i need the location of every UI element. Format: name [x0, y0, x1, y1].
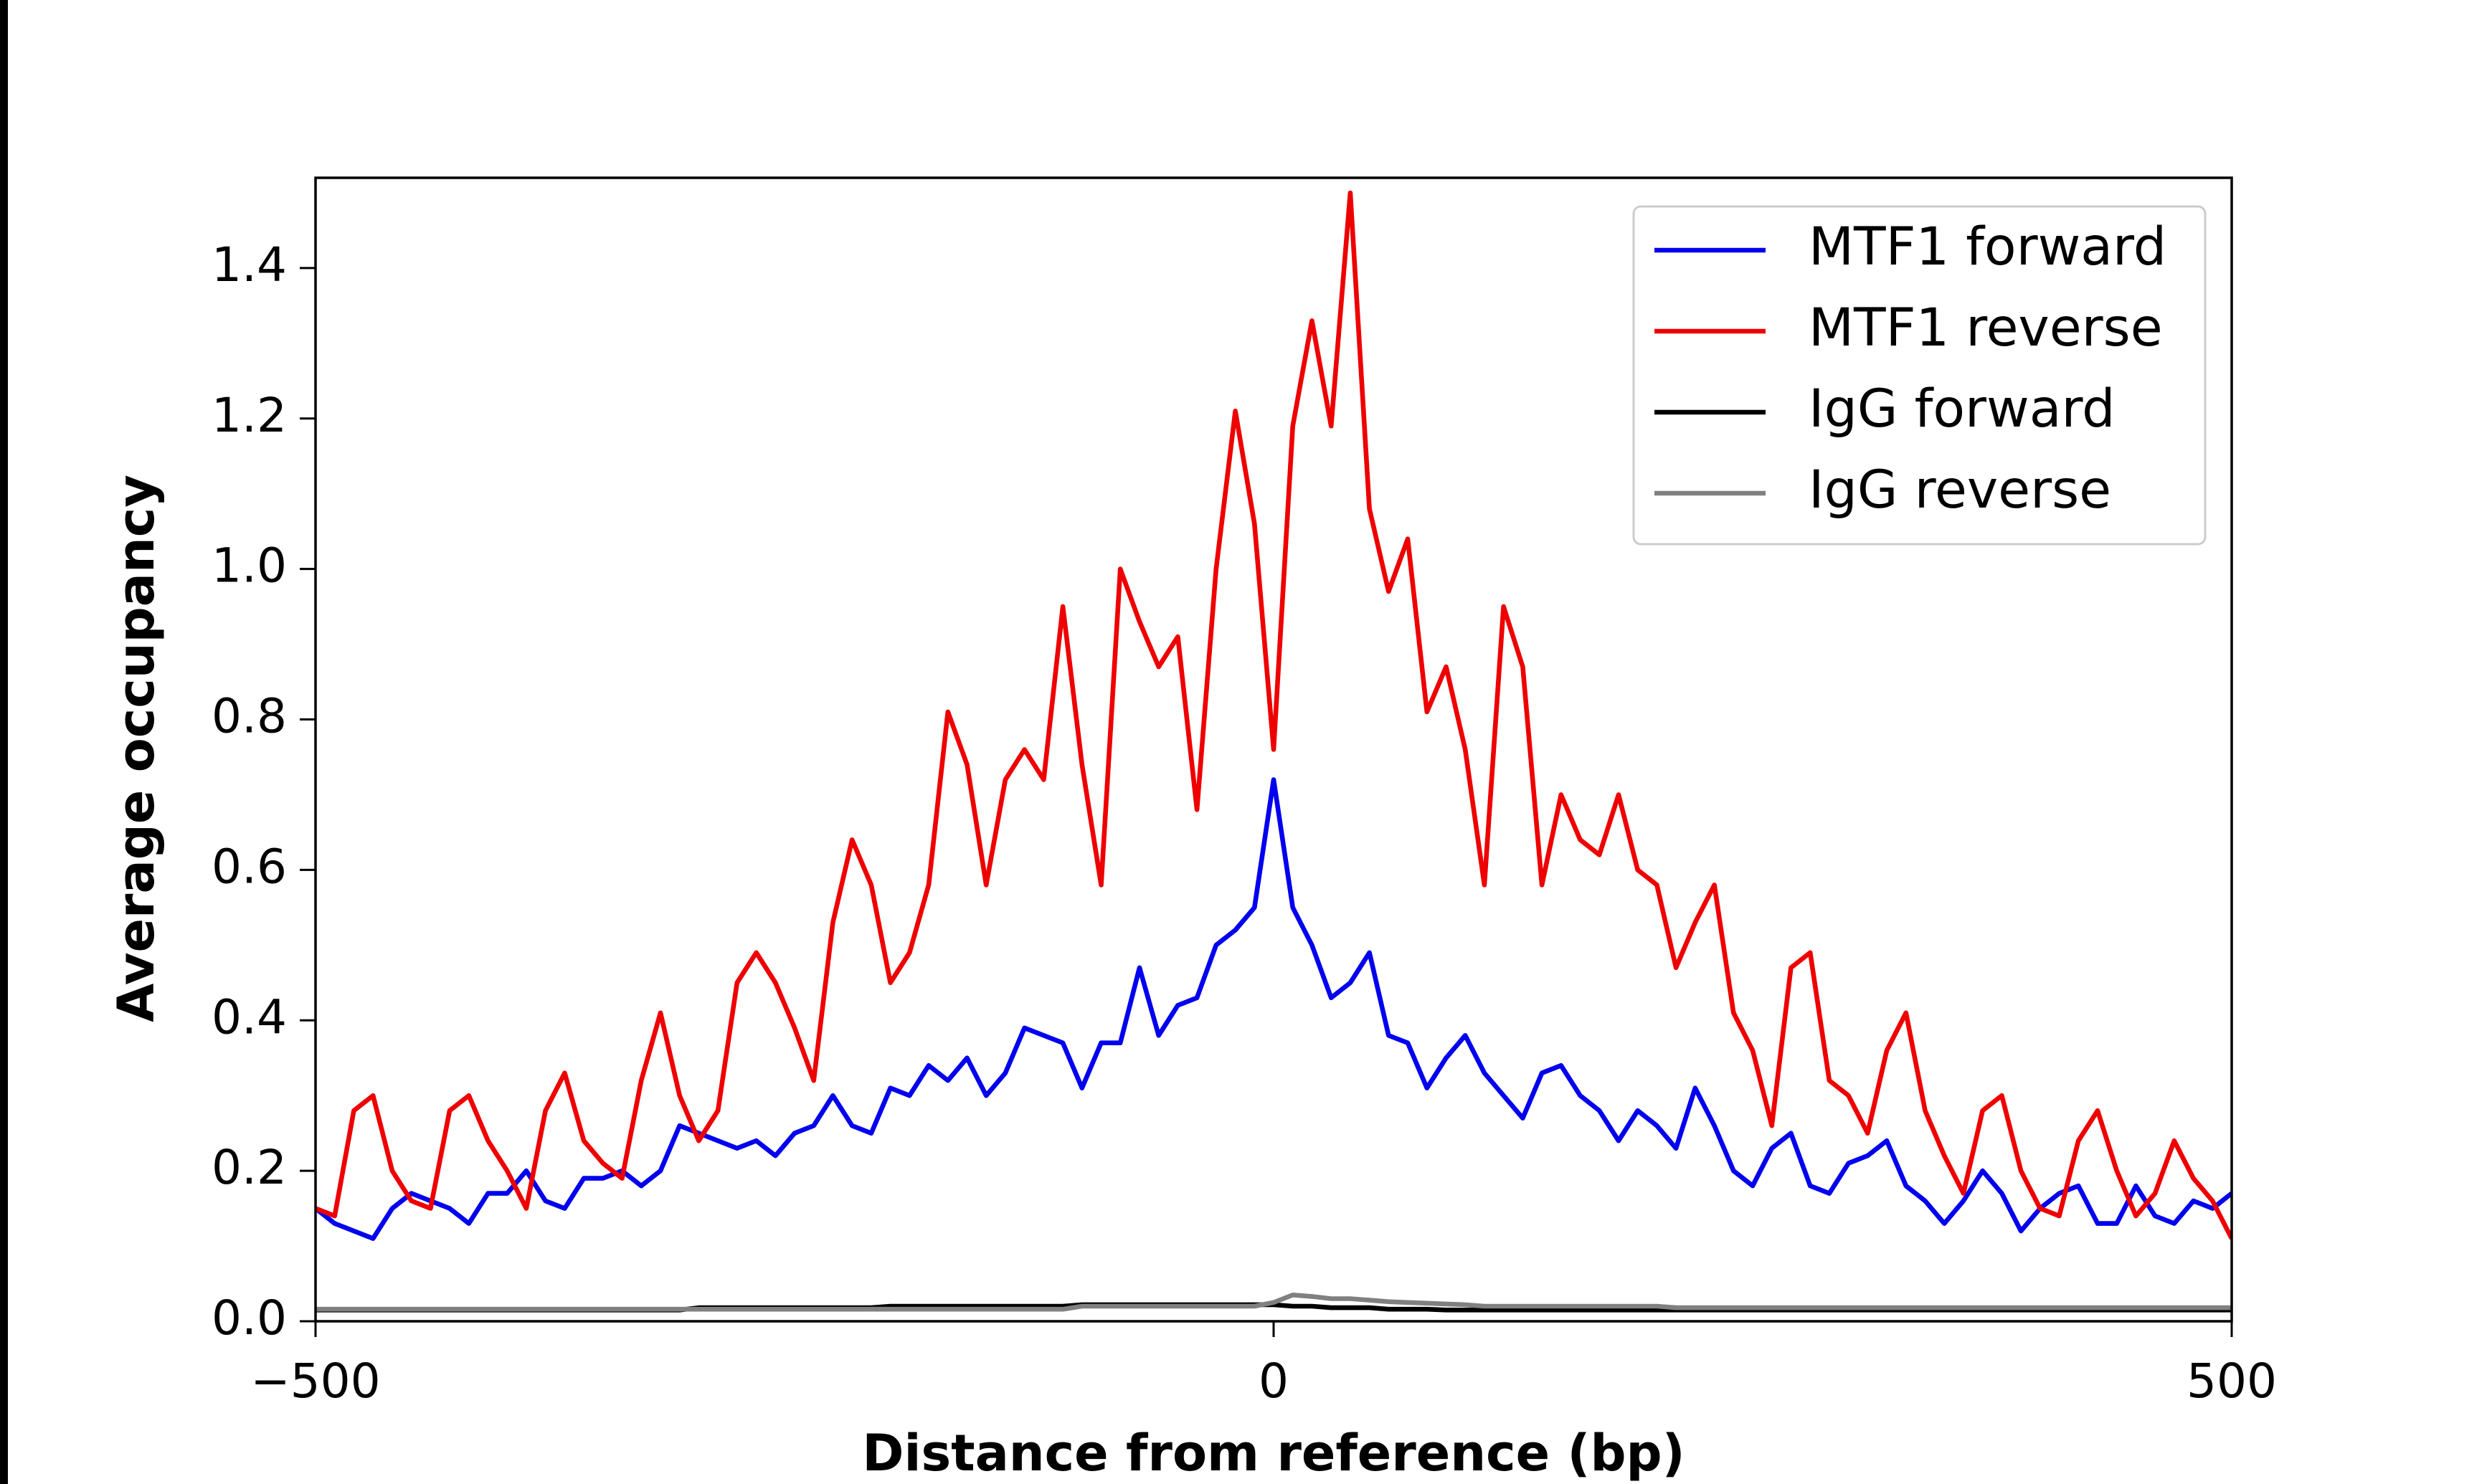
- legend-label: MTF1 forward: [1809, 217, 2166, 277]
- y-axis-label: Average occupancy: [107, 475, 166, 1022]
- x-tick-label: 500: [2187, 1354, 2277, 1409]
- x-tick-label: −500: [250, 1354, 380, 1409]
- legend-label: IgG forward: [1809, 379, 2116, 439]
- y-tick-label: 0.0: [212, 1290, 287, 1346]
- series-line: [316, 1293, 2232, 1312]
- plot-frame: [314, 176, 2233, 1323]
- y-tick-label: 0.8: [212, 689, 287, 744]
- series-line: [316, 777, 2232, 1241]
- y-tick-label: 0.6: [212, 839, 287, 894]
- legend-label: MTF1 reverse: [1809, 298, 2163, 358]
- y-tick-label: 1.4: [212, 237, 287, 292]
- left-edge: [0, 0, 8, 1484]
- legend-label: IgG reverse: [1809, 460, 2111, 520]
- y-tick-label: 0.2: [212, 1140, 287, 1195]
- x-axis-label: Distance from reference (bp): [862, 1424, 1685, 1483]
- legend-box: [1632, 205, 2207, 546]
- series-line: [316, 190, 2232, 1240]
- y-tick-label: 0.4: [212, 989, 287, 1045]
- y-tick-label: 1.0: [212, 538, 287, 594]
- x-tick-label: 0: [1259, 1354, 1289, 1409]
- y-tick-label: 1.2: [212, 388, 287, 443]
